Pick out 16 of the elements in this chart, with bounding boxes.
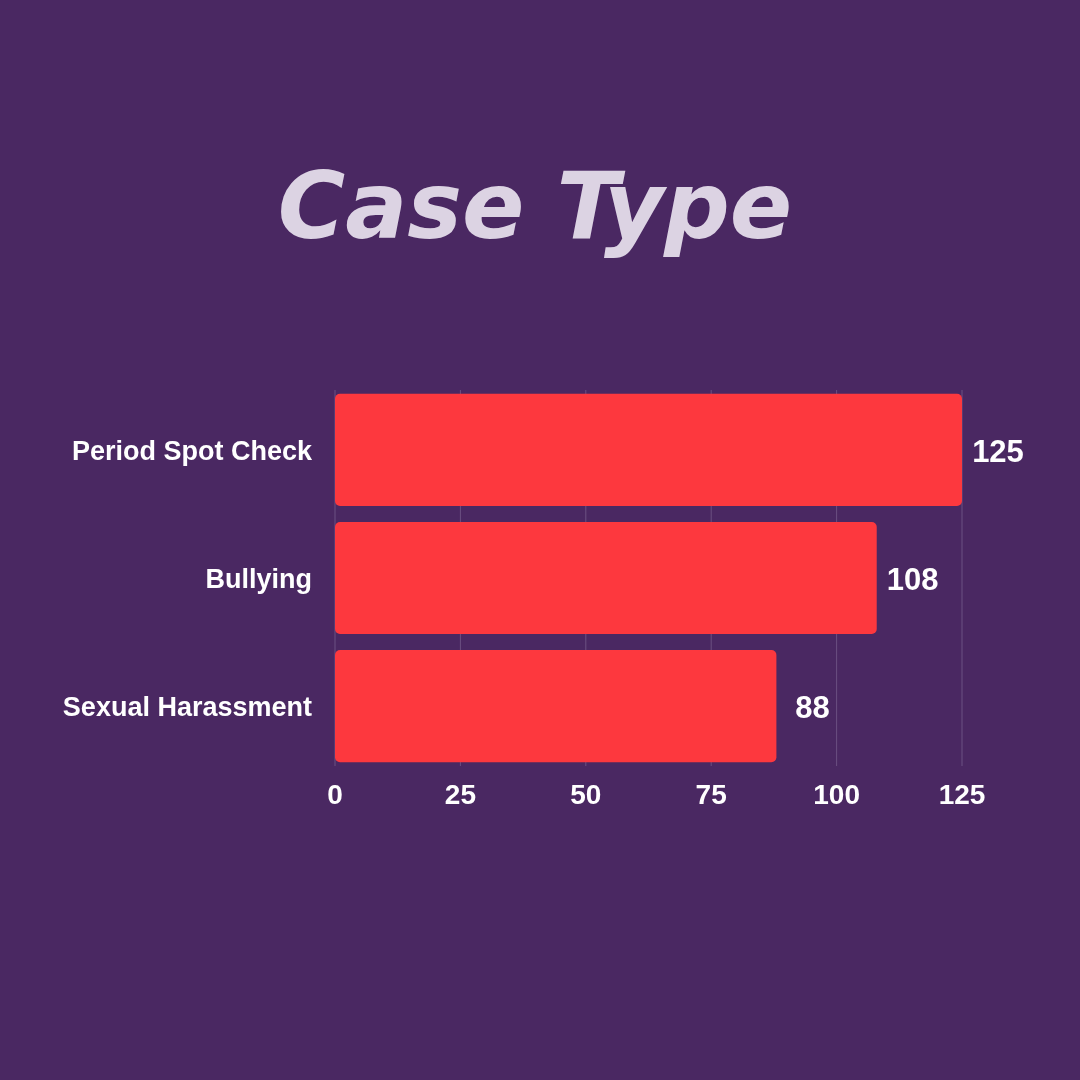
- bar: [335, 521, 877, 635]
- bar: [335, 650, 777, 763]
- y-tick-label: Sexual Harassment: [62, 692, 312, 723]
- bar: [335, 393, 962, 506]
- chart-title: Case Type: [277, 153, 793, 260]
- x-tick-label: 100: [813, 779, 860, 810]
- x-tick-label: 50: [570, 779, 602, 810]
- data-label: 125: [972, 433, 1024, 469]
- y-tick-label: Period Spot Check: [71, 435, 313, 466]
- data-label: 108: [886, 562, 939, 597]
- x-tick-label: 0: [327, 779, 343, 810]
- x-tick-label: 75: [695, 779, 727, 810]
- x-tick-label: 125: [938, 779, 986, 810]
- data-label: 88: [795, 690, 830, 726]
- y-tick-label: Bullying: [205, 564, 312, 594]
- x-tick-label: 25: [444, 779, 476, 810]
